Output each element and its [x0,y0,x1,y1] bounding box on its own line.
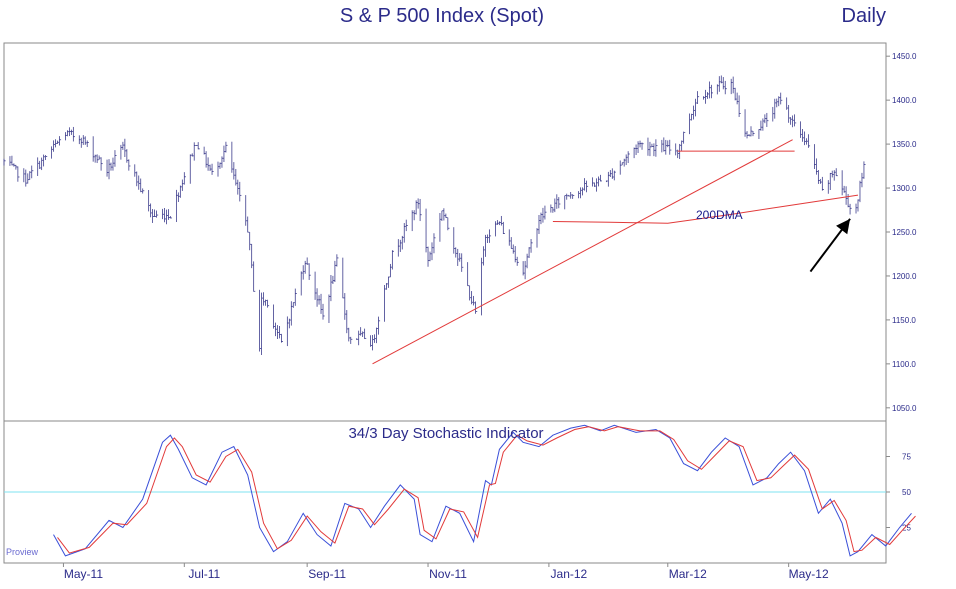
xtick-label: Sep-11 [308,567,346,581]
stoch-k-line [53,424,912,557]
price-ytick-label: 1050.0 [892,404,917,413]
price-panel-frame [3,42,887,422]
trendline [372,139,793,365]
price-ytick-label: 1100.0 [892,360,916,369]
frequency-label: Daily [842,5,886,27]
price-ytick-label: 1150.0 [892,316,916,325]
price-ytick-label: 1450.0 [892,52,917,61]
price-ytick-label: 1400.0 [892,96,917,105]
xtick-label: May-11 [64,567,103,581]
price-ytick-label: 1300.0 [892,184,917,193]
xtick-label: May-12 [789,567,829,581]
stochastic-title: 34/3 Day Stochastic Indicator [348,425,543,442]
chart-title: S & P 500 Index (Spot) [340,5,544,27]
xtick-label: Nov-11 [429,567,467,581]
annotation-arrow-head [836,218,851,235]
stoch-ytick-label: 75 [902,453,911,462]
price-ytick-label: 1350.0 [892,140,917,149]
price-ytick-label: 1200.0 [892,272,917,281]
stoch-ytick-label: 25 [902,524,911,533]
xtick-label: Jul-11 [188,567,220,581]
price-ytick-label: 1250.0 [892,228,917,237]
x-axis-ticks: May-11 Jul-11 Sep-11 Nov-11 Jan-12 Mar-12 May-… [62,563,829,581]
watermark: Proview [6,547,39,557]
xtick-label: Jan-12 [551,567,588,581]
moving-average-line [552,194,859,224]
price-y-ticks: 1450.0 1400.0 1350.0 1300.0 1250.0 1200.0 1150… [886,52,917,413]
xtick-label: Mar-12 [669,567,707,581]
stochastic-y-ticks: 75 50 25 [886,453,911,533]
stoch-d-line [57,426,916,554]
stochastic-lines [53,424,916,557]
moving-average-label: 200DMA [696,208,743,222]
stoch-ytick-label: 50 [902,488,911,497]
price-overlays [372,139,859,365]
